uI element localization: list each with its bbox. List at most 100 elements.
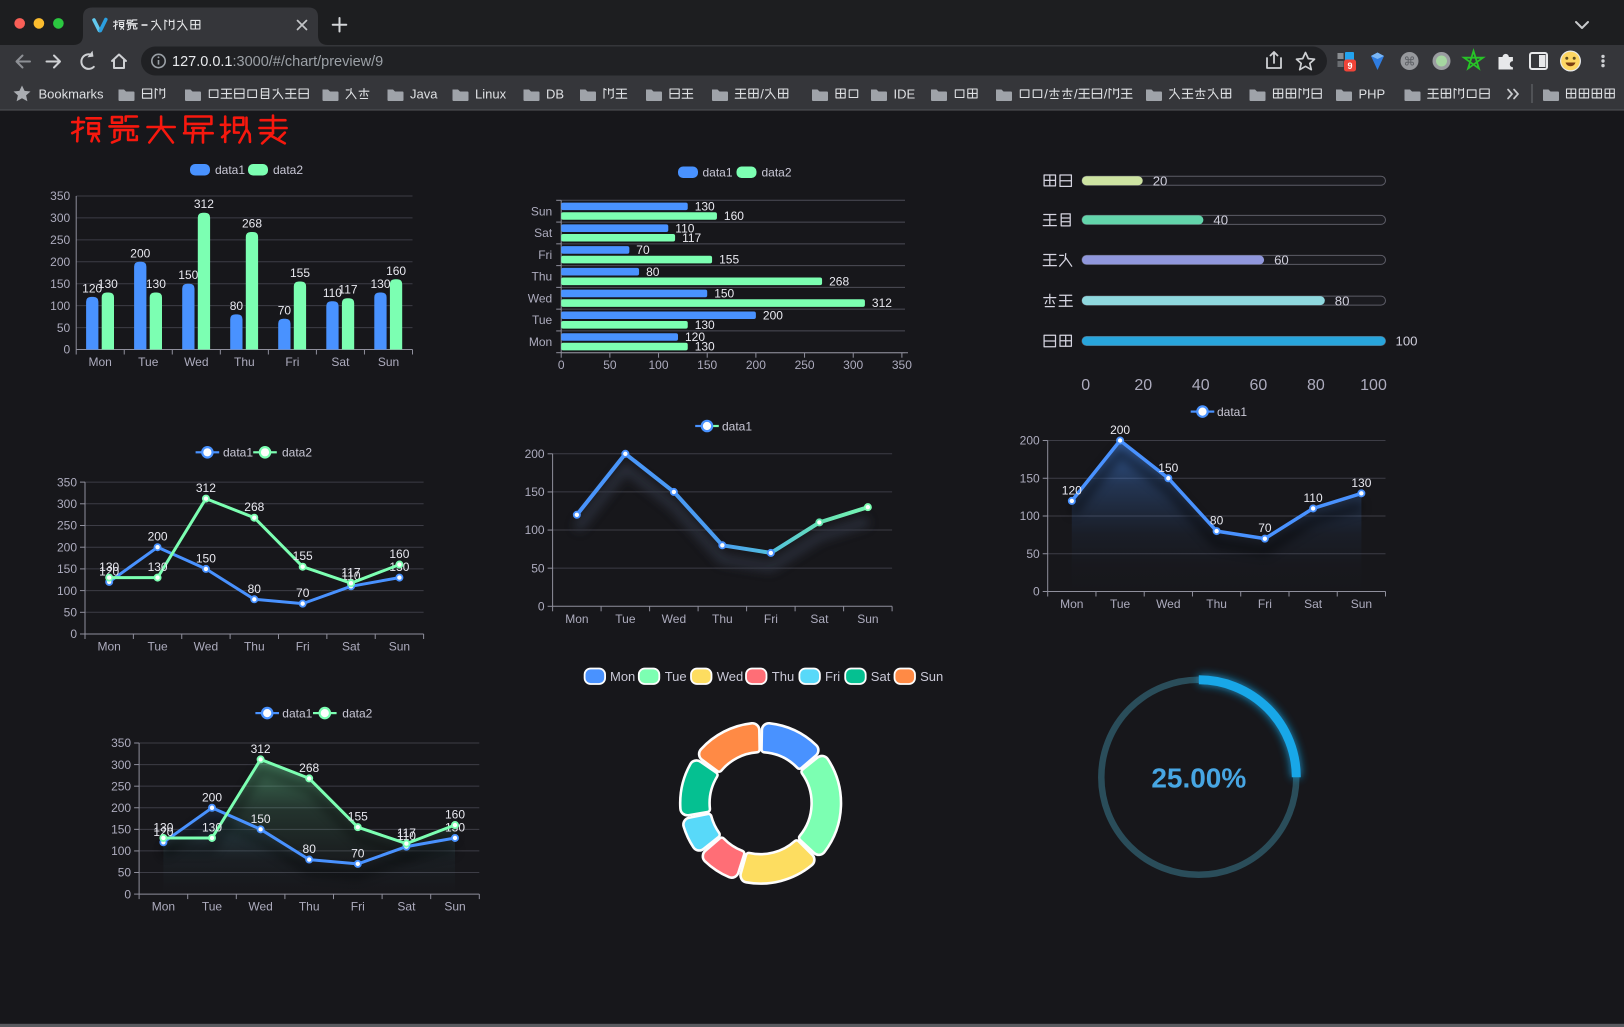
svg-text:268: 268 [244, 500, 264, 514]
svg-text:data1: data1 [722, 419, 752, 433]
svg-text:Java: Java [410, 87, 438, 102]
svg-text:300: 300 [57, 497, 77, 511]
svg-text:200: 200 [1110, 423, 1130, 437]
svg-text:data1: data1 [282, 706, 312, 720]
svg-text:/: / [1104, 87, 1108, 102]
svg-text:150: 150 [251, 812, 271, 826]
svg-text:350: 350 [892, 358, 912, 372]
svg-text:200: 200 [763, 308, 783, 322]
svg-text:Mon: Mon [152, 900, 175, 914]
svg-text:⌘: ⌘ [1404, 55, 1416, 69]
svg-text:117: 117 [397, 826, 416, 840]
svg-text:350: 350 [50, 189, 70, 203]
svg-text:117: 117 [682, 231, 701, 245]
svg-text:Thu: Thu [712, 612, 733, 626]
svg-text:Wed: Wed [662, 612, 686, 626]
svg-text:40: 40 [1213, 213, 1228, 228]
svg-text:40: 40 [1192, 377, 1210, 394]
svg-text:Mon: Mon [610, 669, 635, 684]
svg-text:DB: DB [546, 87, 564, 102]
svg-text:250: 250 [50, 233, 70, 247]
svg-text:Sat: Sat [1304, 597, 1323, 611]
svg-text:Wed: Wed [248, 900, 272, 914]
svg-text:100: 100 [57, 584, 77, 598]
svg-text:300: 300 [843, 358, 863, 372]
svg-text:Wed: Wed [528, 292, 552, 306]
svg-text:350: 350 [111, 736, 131, 750]
svg-text:120: 120 [99, 564, 119, 578]
svg-text:110: 110 [397, 829, 416, 843]
svg-text:Sun: Sun [378, 355, 399, 369]
svg-text:70: 70 [296, 586, 310, 600]
svg-text:200: 200 [148, 530, 168, 544]
svg-text:Sat: Sat [534, 226, 553, 240]
svg-text:Sat: Sat [810, 612, 829, 626]
svg-text:Thu: Thu [244, 640, 265, 654]
svg-text:130: 130 [99, 560, 119, 574]
svg-text:250: 250 [111, 779, 131, 793]
svg-text:Linux: Linux [475, 87, 507, 102]
svg-text:Tue: Tue [665, 669, 687, 684]
svg-text:PHP: PHP [1359, 87, 1386, 102]
svg-text:268: 268 [299, 761, 319, 775]
svg-text:130: 130 [695, 200, 715, 214]
svg-text:0: 0 [558, 358, 565, 372]
svg-text:Bookmarks: Bookmarks [39, 87, 105, 102]
svg-text:100: 100 [525, 523, 545, 537]
svg-text:Fri: Fri [764, 612, 778, 626]
svg-text:268: 268 [829, 274, 849, 288]
svg-text:300: 300 [111, 758, 131, 772]
svg-text:100: 100 [50, 299, 70, 313]
svg-text:IDE: IDE [894, 87, 916, 102]
svg-text:50: 50 [1026, 547, 1040, 561]
svg-text:Tue: Tue [147, 640, 168, 654]
svg-text:data2: data2 [282, 446, 312, 460]
svg-text:Mon: Mon [89, 355, 112, 369]
svg-text:155: 155 [290, 266, 310, 280]
svg-text:200: 200 [525, 447, 545, 461]
svg-text:70: 70 [278, 303, 292, 317]
svg-text:20: 20 [1153, 173, 1168, 188]
svg-text:60: 60 [1250, 377, 1268, 394]
svg-text:Wed: Wed [194, 640, 218, 654]
svg-text:50: 50 [603, 358, 617, 372]
svg-text:150: 150 [50, 277, 70, 291]
svg-text:130: 130 [695, 340, 715, 354]
svg-text:0: 0 [538, 600, 545, 614]
svg-text:150: 150 [178, 268, 198, 282]
svg-text:0: 0 [1081, 377, 1090, 394]
svg-text:9: 9 [1347, 61, 1352, 71]
svg-text:20: 20 [1134, 377, 1152, 394]
svg-text:70: 70 [1258, 521, 1272, 535]
svg-text:Sun: Sun [920, 669, 943, 684]
svg-text:155: 155 [348, 810, 368, 824]
svg-text:110: 110 [323, 286, 342, 300]
svg-text:Sun: Sun [531, 204, 552, 218]
svg-text:50: 50 [531, 561, 545, 575]
svg-text:150: 150 [111, 823, 131, 837]
svg-text:200: 200 [746, 358, 766, 372]
svg-text:130: 130 [202, 821, 222, 835]
svg-text:100: 100 [648, 358, 668, 372]
svg-text:data2: data2 [762, 166, 792, 180]
svg-text:/: / [1074, 87, 1078, 102]
svg-text:130: 130 [98, 277, 118, 291]
svg-text:150: 150 [1020, 471, 1040, 485]
svg-text:Fri: Fri [285, 355, 299, 369]
svg-text:/: / [1044, 87, 1048, 102]
svg-text:50: 50 [118, 866, 132, 880]
svg-text:100: 100 [1020, 509, 1040, 523]
svg-text:70: 70 [636, 243, 650, 257]
svg-text:117: 117 [338, 283, 357, 297]
svg-text:127.0.0.1:3000/#/chart/preview: 127.0.0.1:3000/#/chart/preview/9 [172, 54, 383, 70]
svg-text:80: 80 [303, 842, 317, 856]
svg-text:0: 0 [70, 627, 77, 641]
svg-text:130: 130 [370, 277, 390, 291]
svg-text:150: 150 [525, 485, 545, 499]
svg-text:/: / [760, 87, 764, 102]
svg-text:120: 120 [153, 825, 173, 839]
svg-text:80: 80 [646, 265, 660, 279]
svg-text:Sun: Sun [444, 900, 465, 914]
svg-text:Fri: Fri [296, 640, 310, 654]
svg-text:120: 120 [1062, 483, 1082, 497]
